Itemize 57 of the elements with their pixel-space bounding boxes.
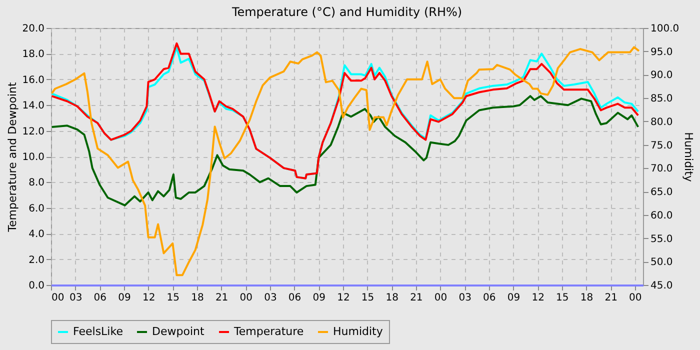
x-tick-label: 21 xyxy=(215,292,228,304)
y2-tick-label: 45.0 xyxy=(650,280,673,292)
y-tick-label: 4.0 xyxy=(28,229,44,240)
y-tick-label: 0.0 xyxy=(28,280,44,292)
x-tick-label: 21 xyxy=(410,292,423,304)
y2-tick-label: 80.0 xyxy=(650,116,673,128)
x-tick-label: 06 xyxy=(94,292,107,304)
y-tick-label: 8.0 xyxy=(28,178,44,189)
x-tick-label: 21 xyxy=(604,292,618,304)
y2-tick-label: 50.0 xyxy=(650,257,673,268)
x-tick-label: 00 xyxy=(240,292,252,304)
y2-tick-label: 70.0 xyxy=(650,164,673,175)
y2-tick-label: 90.0 xyxy=(650,70,673,82)
x-tick-label: 12 xyxy=(142,292,156,304)
x-tick-label: 09 xyxy=(507,292,520,304)
y2-tick-label: 100.0 xyxy=(650,24,680,34)
y-tick-label: 2.0 xyxy=(28,254,44,266)
y2-axis-title: Humidity xyxy=(682,132,696,182)
y-tick-label: 10.0 xyxy=(22,152,44,163)
x-tick-label: 03 xyxy=(264,292,277,304)
line-series xyxy=(50,46,640,276)
x-tick-label: 00 xyxy=(434,292,448,304)
x-tick-label: 00 xyxy=(52,292,64,304)
y2-tick-label: 60.0 xyxy=(650,210,673,222)
y-tick-label: 14.0 xyxy=(22,100,44,112)
x-tick-label: 18 xyxy=(580,292,594,304)
x-tick-label: 12 xyxy=(532,292,544,304)
x-tick-label: 18 xyxy=(191,292,204,304)
y-tick-label: 6.0 xyxy=(28,203,44,214)
x-tick-label: 06 xyxy=(483,292,496,304)
legend-label: FeelsLike xyxy=(73,325,124,338)
line-series xyxy=(50,95,640,206)
y-tick-label: 12.0 xyxy=(22,126,44,138)
y2-tick-label: 85.0 xyxy=(650,94,673,105)
legend-label: Dewpoint xyxy=(152,325,205,338)
chart-title: Temperature (°C) and Humidity (RH%) xyxy=(230,5,462,19)
y-tick-label: 18.0 xyxy=(22,49,44,60)
y2-tick-label: 55.0 xyxy=(650,234,673,245)
y-tick-label: 16.0 xyxy=(22,74,44,86)
x-tick-label: 09 xyxy=(312,292,326,304)
x-tick-label: 03 xyxy=(458,292,472,304)
x-tick-label: 00 xyxy=(629,292,642,304)
x-tick-label: 15 xyxy=(556,292,569,304)
legend-label: Temperature xyxy=(233,325,304,338)
x-tick-label: 18 xyxy=(386,292,398,304)
legend-label: Humidity xyxy=(333,325,384,338)
x-tick-label: 09 xyxy=(118,292,131,304)
y2-tick-label: 65.0 xyxy=(650,187,673,198)
y-tick-label: 20.0 xyxy=(22,24,44,34)
y2-tick-label: 75.0 xyxy=(650,140,673,152)
x-tick-label: 15 xyxy=(166,292,180,304)
x-tick-label: 12 xyxy=(337,292,350,304)
y2-tick-label: 95.0 xyxy=(650,46,673,58)
x-tick-label: 15 xyxy=(361,292,374,304)
x-tick-label: 03 xyxy=(69,292,82,304)
y-axis-title: Temperature and Dewpoint xyxy=(6,81,20,233)
x-tick-label: 06 xyxy=(288,292,302,304)
